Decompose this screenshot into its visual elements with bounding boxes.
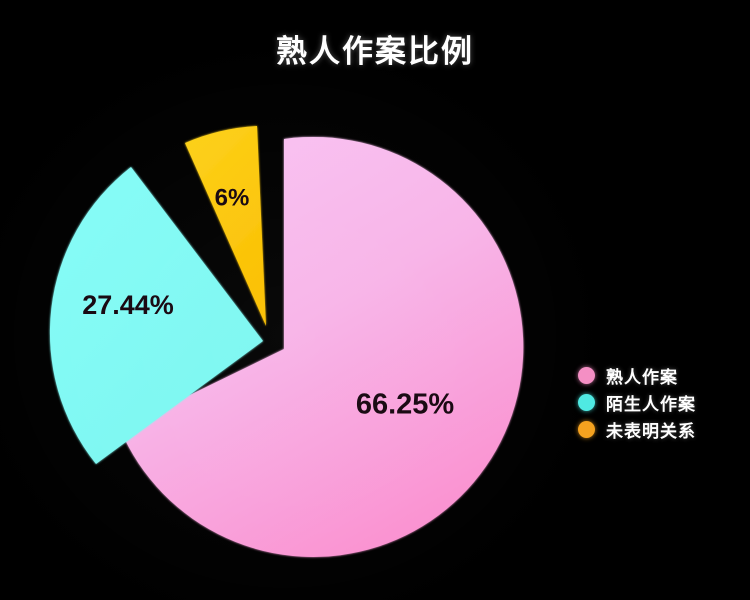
pie-slice-unstated[interactable]: [185, 126, 266, 326]
legend-swatch-icon: [578, 394, 595, 411]
slice-label-acquaintance: 66.25%: [356, 389, 455, 421]
slice-label-unstated: 6%: [215, 184, 250, 211]
legend-item-label: 陌生人作案: [606, 395, 696, 414]
slice-label-stranger: 27.44%: [82, 290, 174, 320]
legend-swatch-icon: [578, 421, 595, 438]
pie-slice-acquaintance[interactable]: [120, 136, 524, 557]
legend-item-stranger[interactable]: 陌生人作案: [578, 389, 750, 416]
legend-swatch-icon: [578, 367, 595, 384]
legend-item-label: 未表明关系: [606, 422, 696, 441]
legend-item-unstated[interactable]: 未表明关系: [578, 416, 750, 443]
legend-item-label: 熟人作案: [606, 368, 678, 387]
pie-slice-stranger[interactable]: [49, 167, 263, 464]
legend-item-acquaintance[interactable]: 熟人作案: [578, 362, 750, 389]
chart-legend: 熟人作案 陌生人作案 未表明关系: [578, 362, 750, 443]
page-title: 熟人作案比例: [276, 34, 474, 69]
